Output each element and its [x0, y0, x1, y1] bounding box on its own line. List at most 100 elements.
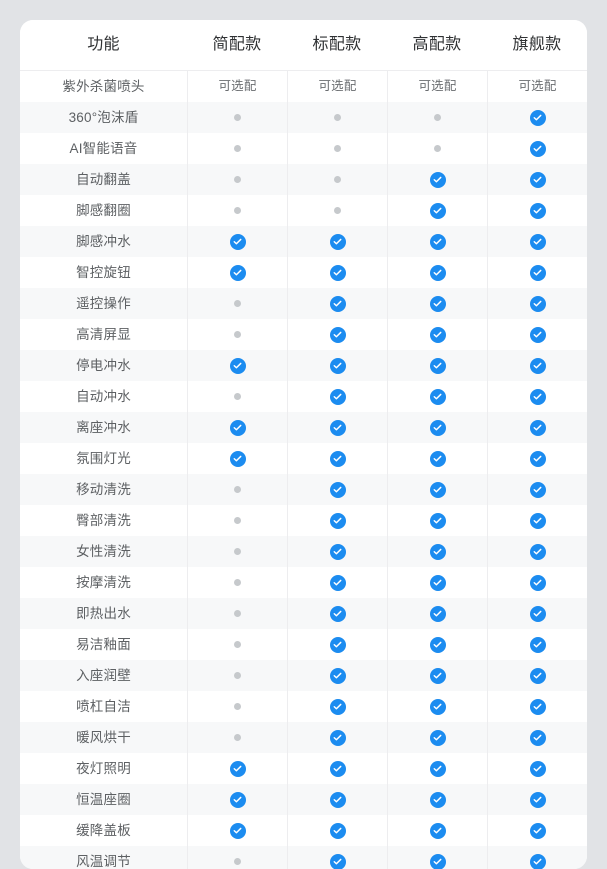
cell-basic	[187, 629, 287, 660]
table-row: 入座润壁	[20, 660, 587, 691]
unavailable-dot-icon	[234, 300, 241, 307]
cell-flagship	[487, 257, 587, 288]
table-row: 智控旋钮	[20, 257, 587, 288]
cell-basic	[187, 846, 287, 869]
unavailable-dot-icon	[234, 610, 241, 617]
cell-high	[387, 536, 487, 567]
cell-basic	[187, 381, 287, 412]
cell-high	[387, 784, 487, 815]
cell-high	[387, 722, 487, 753]
cell-high	[387, 443, 487, 474]
check-circle-icon	[429, 264, 446, 281]
check-circle-icon	[429, 295, 446, 312]
column-header-standard: 标配款	[312, 36, 362, 53]
feature-name-cell: 停电冲水	[76, 357, 131, 373]
cell-standard	[287, 815, 387, 846]
cell-high	[387, 660, 487, 691]
unavailable-dot-icon	[434, 145, 441, 152]
cell-flagship	[487, 133, 587, 164]
cell-high	[387, 164, 487, 195]
column-header-high: 高配款	[412, 36, 462, 53]
check-circle-icon	[429, 171, 446, 188]
unavailable-dot-icon	[234, 393, 241, 400]
check-circle-icon	[529, 140, 546, 157]
feature-name-cell: 自动翻盖	[76, 171, 131, 187]
feature-name-cell: 夜灯照明	[76, 760, 131, 776]
feature-name-cell: 高清屏显	[76, 326, 131, 342]
feature-name-cell: 易洁釉面	[76, 636, 131, 652]
cell-standard	[287, 505, 387, 536]
cell-flagship	[487, 319, 587, 350]
cell-high	[387, 691, 487, 722]
cell-standard	[287, 629, 387, 660]
cell-high	[387, 753, 487, 784]
check-circle-icon	[329, 419, 346, 436]
check-circle-icon	[429, 450, 446, 467]
check-circle-icon	[429, 388, 446, 405]
feature-name-cell: 喷杠自洁	[76, 698, 131, 714]
check-circle-icon	[529, 295, 546, 312]
unavailable-dot-icon	[234, 734, 241, 741]
cell-standard	[287, 784, 387, 815]
table-row: 离座冲水	[20, 412, 587, 443]
table-row: 紫外杀菌喷头 可选配 可选配 可选配 可选配	[20, 71, 587, 102]
table-row: 脚感冲水	[20, 226, 587, 257]
cell-high	[387, 381, 487, 412]
check-circle-icon	[529, 109, 546, 126]
cell-flagship	[487, 815, 587, 846]
check-circle-icon	[229, 264, 246, 281]
check-circle-icon	[529, 419, 546, 436]
cell-flagship	[487, 567, 587, 598]
cell-flagship	[487, 536, 587, 567]
check-circle-icon	[429, 326, 446, 343]
check-circle-icon	[329, 326, 346, 343]
cell-flagship	[487, 598, 587, 629]
feature-name-cell: 暖风烘干	[76, 729, 131, 745]
cell-standard	[287, 257, 387, 288]
cell-standard	[287, 567, 387, 598]
feature-name-cell: 缓降盖板	[76, 822, 131, 838]
optional-label: 可选配	[218, 79, 257, 94]
check-circle-icon	[529, 543, 546, 560]
feature-name-cell: 风温调节	[76, 853, 131, 869]
cell-basic	[187, 319, 287, 350]
cell-basic	[187, 753, 287, 784]
cell-standard	[287, 164, 387, 195]
unavailable-dot-icon	[334, 207, 341, 214]
cell-standard	[287, 846, 387, 869]
check-circle-icon	[329, 295, 346, 312]
check-circle-icon	[329, 233, 346, 250]
cell-flagship	[487, 164, 587, 195]
cell-standard	[287, 722, 387, 753]
check-circle-icon	[529, 202, 546, 219]
cell-high	[387, 102, 487, 133]
table-row: AI智能语音	[20, 133, 587, 164]
cell-high	[387, 629, 487, 660]
feature-name-cell: AI智能语音	[69, 140, 138, 156]
unavailable-dot-icon	[234, 331, 241, 338]
check-circle-icon	[429, 791, 446, 808]
check-circle-icon	[229, 419, 246, 436]
check-circle-icon	[429, 760, 446, 777]
table-row: 易洁釉面	[20, 629, 587, 660]
table-row: 臀部清洗	[20, 505, 587, 536]
table-row: 暖风烘干	[20, 722, 587, 753]
cell-standard	[287, 226, 387, 257]
check-circle-icon	[329, 636, 346, 653]
check-circle-icon	[429, 481, 446, 498]
check-circle-icon	[529, 698, 546, 715]
cell-flagship	[487, 691, 587, 722]
feature-name-cell: 入座润壁	[76, 667, 131, 683]
cell-flagship	[487, 412, 587, 443]
cell-basic	[187, 288, 287, 319]
cell-standard	[287, 102, 387, 133]
table-row: 缓降盖板	[20, 815, 587, 846]
check-circle-icon	[429, 698, 446, 715]
cell-standard	[287, 133, 387, 164]
feature-name-cell: 即热出水	[76, 605, 131, 621]
cell-flagship	[487, 660, 587, 691]
check-circle-icon	[429, 636, 446, 653]
optional-label: 可选配	[518, 79, 557, 94]
check-circle-icon	[429, 512, 446, 529]
feature-name-cell: 脚感翻圈	[76, 202, 131, 218]
